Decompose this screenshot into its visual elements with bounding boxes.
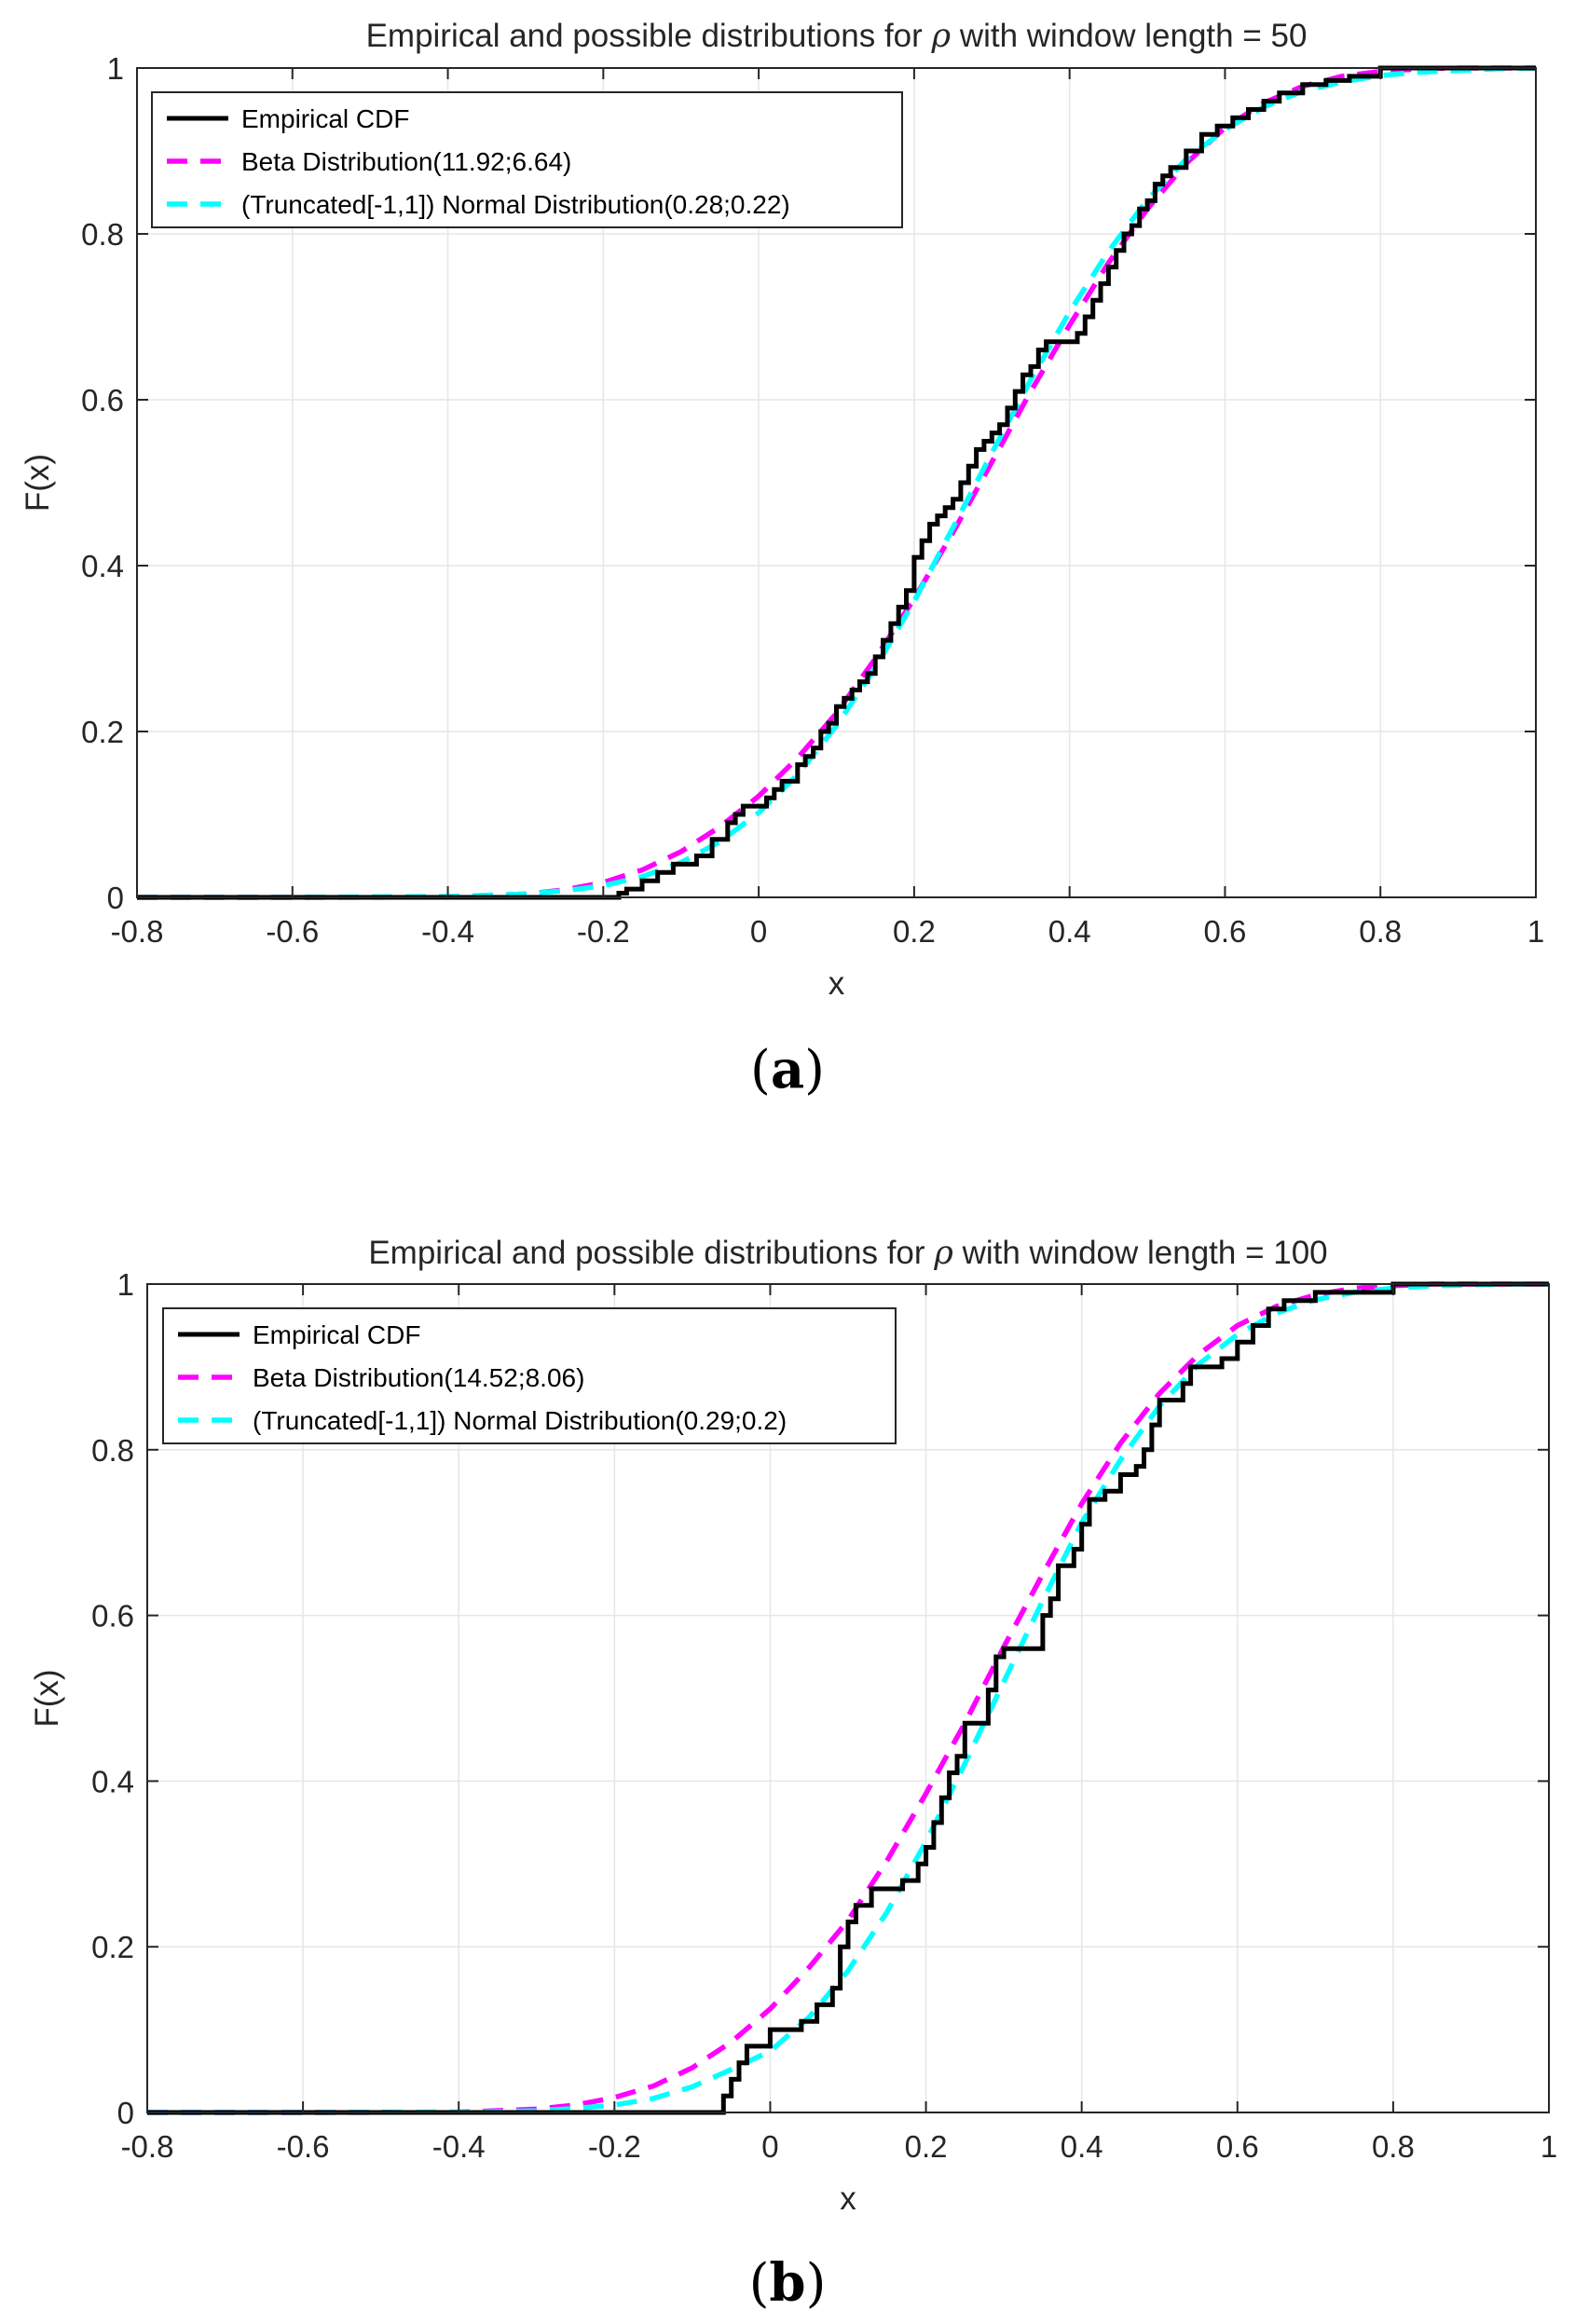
x-tick-label: -0.8: [111, 914, 164, 949]
x-tick-label: -0.8: [121, 2129, 174, 2164]
panel-caption-letter: a: [770, 1039, 805, 1100]
y-tick-label: 0.8: [81, 217, 124, 252]
cdf-chart-window-100: -0.8 -0.6 -0.4 -0.2 0 0.2 0.4 0.6 0.8 1 0 0.2 0.4 0.6…: [29, 1235, 1557, 2217]
figure-panel-b: -0.8 -0.6 -0.4 -0.2 0 0.2 0.4 0.6 0.8 1 0 0.2 0.4 0.6…: [0, 1162, 1575, 2324]
y-tick-label: 1: [107, 51, 124, 86]
legend-label-normal: (Truncated[-1,1]) Normal Distribution(0.…: [253, 1406, 787, 1435]
legend-box: [162, 1307, 897, 1444]
y-tick-label: 0: [117, 2096, 134, 2130]
chart-title-text: Empirical and possible distributions for: [366, 18, 932, 54]
x-tick-label: -0.6: [277, 2129, 330, 2164]
series-line-beta: [137, 65, 1536, 900]
rho-symbol: ρ: [933, 1235, 953, 1272]
series-line-beta: [147, 1281, 1549, 2115]
x-tick-label: -0.4: [432, 2129, 486, 2164]
x-tick-label: 0.4: [1061, 2129, 1103, 2164]
y-tick-label: 0.2: [81, 715, 124, 749]
x-tick-label: -0.2: [577, 914, 630, 949]
legend-label-beta: Beta Distribution(11.92;6.64): [241, 147, 571, 176]
legend-label-beta: Beta Distribution(14.52;8.06): [253, 1363, 584, 1392]
x-tick-label: -0.2: [588, 2129, 641, 2164]
x-tick-label: -0.4: [421, 914, 474, 949]
x-tick-label: 0.8: [1372, 2129, 1415, 2164]
legend-label-normal: (Truncated[-1,1]) Normal Distribution(0.…: [241, 190, 790, 219]
x-tick-label: 0.2: [905, 2129, 948, 2164]
legend-box: [151, 91, 903, 228]
cdf-chart-window-50: -0.8 -0.6 -0.4 -0.2 0 0.2 0.4 0.6 0.8 1 0 0.2 0.4 0.6…: [20, 18, 1544, 1002]
series-line-empirical-cdf: [147, 1281, 1549, 2115]
figure-panel-a: -0.8 -0.6 -0.4 -0.2 0 0.2 0.4 0.6 0.8 1 0 0.2 0.4 0.6…: [20, 18, 1544, 1100]
x-tick-label: 0.6: [1216, 2129, 1259, 2164]
chart-title-text: with window length = 50: [951, 18, 1307, 54]
x-tick-label: 0: [750, 914, 767, 949]
panel-caption-b: (b): [748, 2252, 827, 2314]
chart-title-text: Empirical and possible distributions for: [368, 1235, 934, 1271]
y-tick-label: 1: [117, 1267, 134, 1302]
axes-box: [136, 67, 1537, 898]
chart-title-text: with window length = 100: [953, 1235, 1328, 1271]
x-axis-label: x: [840, 2180, 856, 2217]
x-tick-label: 0.8: [1359, 914, 1402, 949]
y-tick-label: 0.6: [81, 383, 124, 417]
legend-label-empirical-cdf: Empirical CDF: [241, 104, 409, 133]
y-tick-label: 0.6: [91, 1599, 134, 1634]
x-tick-label: 0.6: [1204, 914, 1247, 949]
chart-title: Empirical and possible distributions for…: [368, 1235, 1327, 1272]
x-tick-label: 0: [761, 2129, 778, 2164]
x-tick-label: 1: [1541, 2129, 1557, 2164]
y-axis-label: F(x): [20, 454, 56, 512]
panel-caption-a: (a): [749, 1039, 825, 1100]
chart-title: Empirical and possible distributions for…: [366, 18, 1308, 55]
y-tick-label: 0.2: [91, 1930, 134, 1964]
x-axis-label: x: [829, 965, 845, 1002]
y-tick-label: 0.8: [91, 1433, 134, 1468]
panel-caption-letter: b: [769, 2252, 806, 2314]
rho-symbol: ρ: [931, 18, 952, 55]
legend-label-empirical-cdf: Empirical CDF: [253, 1320, 420, 1349]
x-tick-label: 0.4: [1048, 914, 1091, 949]
x-tick-label: 1: [1527, 914, 1544, 949]
y-axis-label: F(x): [29, 1669, 65, 1727]
x-tick-label: 0.2: [893, 914, 936, 949]
series-line-empirical-cdf: [137, 65, 1536, 900]
y-tick-label: 0: [107, 881, 124, 915]
y-tick-label: 0.4: [91, 1764, 134, 1798]
x-tick-label: -0.6: [266, 914, 319, 949]
y-tick-label: 0.4: [81, 549, 124, 583]
axes-box: [146, 1283, 1550, 2113]
